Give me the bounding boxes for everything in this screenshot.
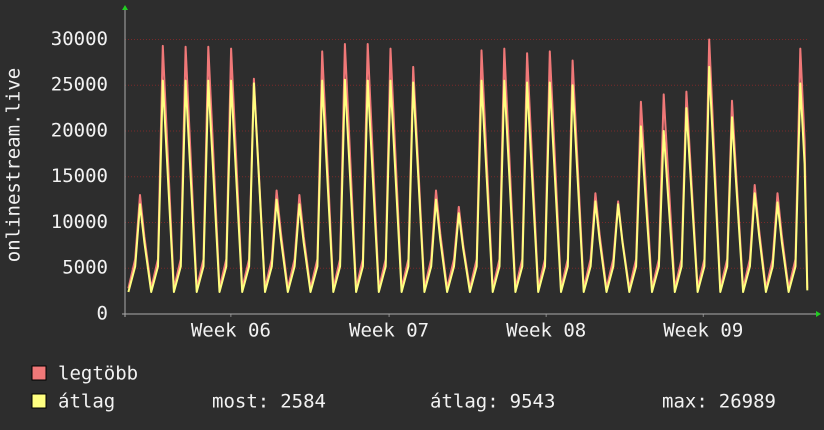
x-tick-label: Week 07 [349, 320, 429, 342]
stat-value: 2584 [280, 391, 326, 413]
y-tick-label: 10000 [51, 211, 108, 233]
x-tick-label: Week 09 [663, 320, 743, 342]
legend-label: átlag [58, 391, 115, 413]
legend-swatch [31, 393, 47, 409]
y-tick-label: 0 [97, 303, 108, 325]
stat-label: átlag: [430, 391, 499, 413]
stat-value: 9543 [510, 391, 556, 413]
legend-label: legtöbb [58, 363, 138, 385]
y-tick-label: 15000 [51, 165, 108, 187]
x-tick-label: Week 08 [506, 320, 586, 342]
y-axis-label: onlinestream.live [3, 68, 25, 262]
y-tick-label: 20000 [51, 119, 108, 141]
y-tick-label: 5000 [62, 257, 108, 279]
stat-label: max: [662, 391, 708, 413]
stat-value: 26989 [719, 391, 776, 413]
legend-swatch [31, 365, 47, 381]
arrow [122, 5, 128, 10]
y-tick-label: 25000 [51, 74, 108, 96]
y-tick-label: 30000 [51, 28, 108, 50]
stat-label: most: [212, 391, 269, 413]
arrow [816, 311, 821, 317]
x-tick-label: Week 06 [191, 320, 271, 342]
series-line [127, 65, 809, 293]
